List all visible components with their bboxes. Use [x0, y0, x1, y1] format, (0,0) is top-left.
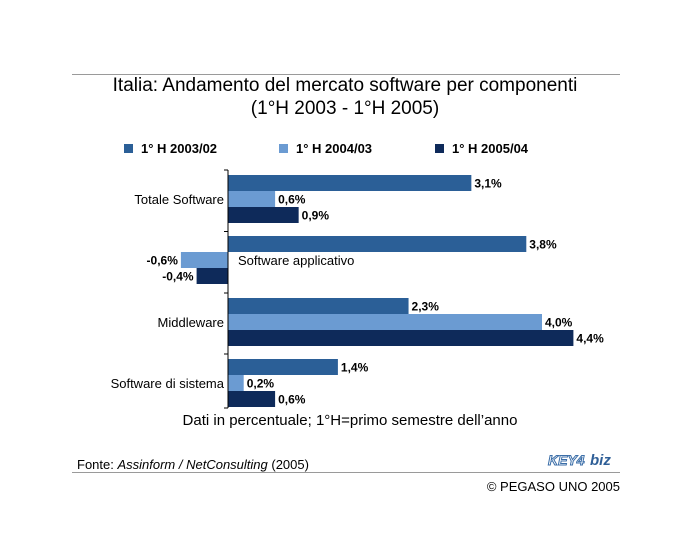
bar-1-3	[228, 298, 409, 314]
chart-title: Italia: Andamento del mercato software p…	[70, 74, 620, 120]
bottom-rule	[72, 472, 620, 473]
bar-2-3	[228, 314, 542, 330]
legend-label-3: 1° H 2005/04	[452, 141, 529, 156]
bar-2-4	[228, 375, 244, 391]
data-label-2-3: 4,0%	[545, 316, 573, 330]
bar-2-1	[228, 191, 276, 207]
logo-part-1: KEY4	[548, 452, 586, 469]
bar-1-4	[228, 359, 338, 375]
copyright: © PEGASO UNO 2005	[486, 479, 620, 494]
key4biz-logo: KEY4 biz	[548, 452, 620, 470]
bar-2-2	[180, 252, 228, 268]
data-label-1-4: 1,4%	[341, 361, 369, 375]
logo-part-2: biz	[590, 452, 611, 469]
category-label-4: Software di sistema	[111, 376, 225, 391]
legend: 1° H 2003/02 1° H 2004/03 1° H 2005/04	[124, 141, 624, 157]
bar-3-1	[228, 207, 299, 223]
bar-3-4	[228, 391, 276, 407]
legend-item-3: 1° H 2005/04	[435, 141, 528, 156]
source-line: Fonte: Assinform / NetConsulting (2005)	[77, 457, 309, 472]
data-label-2-4: 0,2%	[247, 377, 275, 391]
data-label-2-1: 0,6%	[278, 193, 306, 207]
source-year: (2005)	[267, 457, 309, 472]
data-label-2-2: -0,6%	[147, 254, 179, 268]
legend-label-2: 1° H 2004/03	[296, 141, 373, 156]
legend-item-2: 1° H 2004/03	[279, 141, 372, 156]
category-label-3: Middleware	[158, 315, 224, 330]
data-label-3-4: 0,6%	[278, 393, 306, 407]
data-label-1-1: 3,1%	[474, 177, 502, 191]
data-label-3-3: 4,4%	[576, 332, 604, 346]
legend-item-1: 1° H 2003/02	[124, 141, 217, 156]
legend-label-1: 1° H 2003/02	[141, 141, 218, 156]
data-label-1-3: 2,3%	[412, 300, 440, 314]
data-label-1-2: 3,8%	[529, 238, 557, 252]
bar-3-2	[196, 268, 228, 284]
source-name: Assinform / NetConsulting	[117, 457, 268, 472]
data-label-3-2: -0,4%	[162, 270, 194, 284]
bar-3-3	[228, 330, 574, 346]
legend-swatch-3	[435, 144, 444, 153]
data-label-3-1: 0,9%	[302, 209, 330, 223]
title-line-1: Italia: Andamento del mercato software p…	[112, 75, 578, 96]
title-line-2: (1°H 2003 - 1°H 2005)	[250, 98, 440, 119]
chart-note: Dati in percentuale; 1°H=primo semestre …	[182, 412, 518, 429]
bar-1-1	[228, 175, 472, 191]
legend-swatch-1	[124, 144, 133, 153]
top-rule	[72, 74, 620, 75]
bar-1-2	[228, 236, 527, 252]
source-prefix: Fonte:	[77, 457, 118, 472]
category-label-2: Software applicativo	[238, 253, 354, 268]
legend-swatch-2	[279, 144, 288, 153]
category-label-1: Totale Software	[134, 192, 224, 207]
